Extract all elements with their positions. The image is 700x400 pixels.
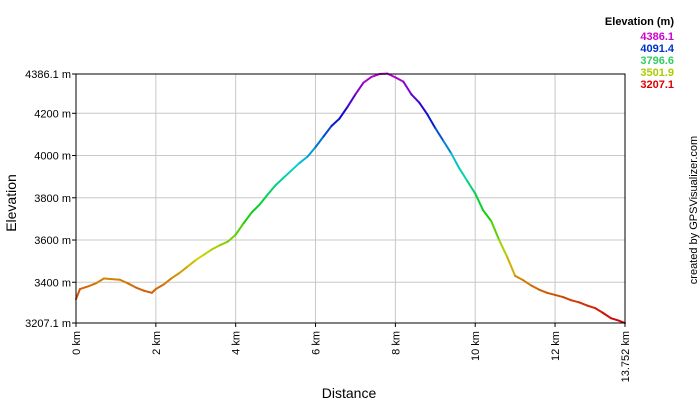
profile-segment (218, 240, 229, 247)
legend-entry: 3207.1 (640, 79, 674, 91)
x-axis-ticks: 0 km 2 km 4 km 6 km 8 km 10 km 12 km 13.752 km (71, 323, 632, 382)
profile-segment (250, 203, 261, 214)
profile-segment (474, 192, 485, 212)
grid-lines (76, 74, 625, 323)
profile-segment (490, 220, 501, 242)
profile-segment (86, 282, 97, 288)
profile-segment (570, 299, 581, 304)
legend-entry: 3796.6 (640, 55, 674, 67)
profile-segment (410, 93, 421, 104)
x-tick-label: 12 km (550, 331, 562, 361)
profile-segment (226, 233, 237, 243)
x-tick-label: 13.752 km (620, 331, 632, 382)
profile-segment (530, 284, 541, 291)
profile-segment (362, 75, 373, 84)
profile-segment (585, 304, 596, 310)
profile-segment (546, 291, 557, 296)
y-tick-label: 4200 m (34, 108, 71, 120)
y-tick-label: 3600 m (34, 235, 71, 247)
x-tick-label: 6 km (311, 331, 323, 355)
x-tick-label: 2 km (151, 331, 163, 355)
profile-segment (134, 286, 145, 292)
profile-segment (402, 80, 413, 96)
legend-entry: 3501.9 (640, 67, 674, 79)
profile-segment (298, 155, 309, 164)
profile-segment (126, 282, 137, 289)
profile-segment (78, 285, 89, 291)
profile-segment (162, 277, 173, 286)
profile-segment (458, 167, 469, 182)
profile-segment (514, 274, 525, 282)
legend-entry: 4091.4 (640, 43, 675, 55)
legend-entry: 4386.1 (640, 31, 674, 43)
x-tick-label: 4 km (231, 331, 243, 355)
profile-segment (110, 278, 121, 281)
profile-segment (154, 283, 165, 291)
profile-segment (194, 253, 205, 262)
profile-segment (442, 139, 453, 155)
profile-segment (370, 73, 381, 78)
legend: Elevation (m) 4386.14091.43796.63501.932… (605, 16, 675, 91)
x-tick-label: 8 km (390, 331, 402, 355)
profile-segment (258, 193, 269, 206)
x-tick-label: 10 km (470, 331, 482, 361)
x-tick-label: 0 km (71, 331, 83, 355)
y-tick-label: 3207.1 m (25, 318, 71, 330)
profile-segment (346, 93, 357, 108)
profile-segment (234, 222, 245, 236)
elevation-profile (75, 72, 626, 325)
credit-text: created by GPSVisualizer.com (688, 136, 700, 284)
profile-segment (330, 117, 341, 127)
profile-segment (338, 105, 349, 120)
profile-segment (418, 101, 429, 116)
profile-segment (434, 127, 445, 142)
profile-segment (186, 259, 197, 268)
profile-segment (354, 81, 365, 96)
profile-segment (426, 113, 437, 130)
x-axis-title: Distance (322, 385, 377, 400)
profile-segment (210, 244, 221, 251)
profile-segment (466, 179, 477, 195)
profile-segment (394, 76, 405, 83)
profile-segment (290, 161, 301, 172)
profile-segment (102, 277, 113, 281)
profile-segment (482, 209, 493, 223)
profile-segment (75, 288, 81, 301)
profile-segment (538, 288, 549, 294)
profile-segment (609, 317, 620, 322)
profile-segment (522, 279, 533, 287)
y-tick-label: 3400 m (34, 277, 71, 289)
profile-segment (554, 293, 565, 299)
plot-frame (75, 73, 626, 324)
profile-segment (306, 146, 317, 158)
y-tick-label: 3800 m (34, 193, 71, 205)
profile-segment (142, 289, 153, 294)
profile-segment (202, 248, 213, 256)
profile-segment (274, 176, 285, 187)
profile-segment (562, 296, 573, 302)
profile-segment (242, 211, 253, 225)
profile-segment (282, 169, 293, 179)
profile-segment (450, 152, 461, 170)
y-axis-ticks: 3207.1 m 3400 m 3600 m 3800 m 4000 m 4200 m 43… (25, 69, 76, 330)
profile-segment (601, 311, 612, 320)
profile-segment (593, 307, 604, 314)
profile-segment (266, 184, 277, 196)
profile-segment (498, 239, 509, 258)
profile-segment (578, 301, 588, 307)
profile-segment (170, 271, 181, 280)
profile-segment (506, 255, 517, 277)
y-axis-title: Elevation (3, 174, 19, 232)
y-tick-label: 4000 m (34, 151, 71, 163)
profile-segment (178, 265, 189, 274)
y-tick-label: 4386.1 m (25, 69, 71, 81)
legend-title: Elevation (m) (605, 16, 674, 28)
profile-segment (94, 277, 105, 285)
profile-segment (314, 135, 325, 149)
profile-segment (322, 124, 333, 138)
profile-segment (118, 278, 129, 285)
